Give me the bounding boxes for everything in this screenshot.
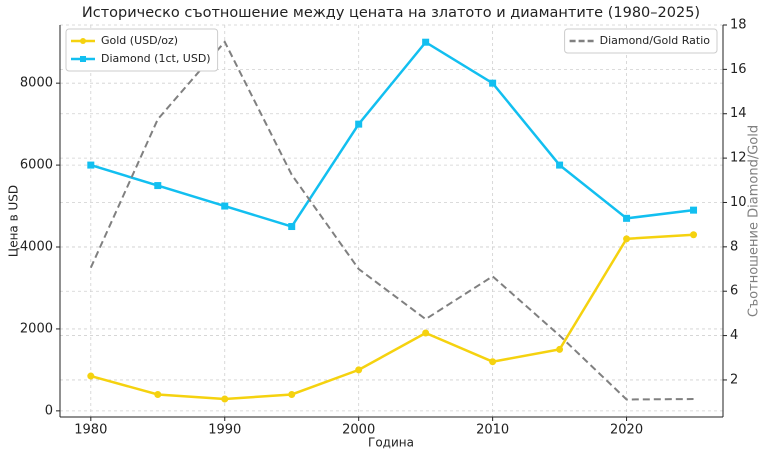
marker (623, 214, 631, 222)
y2-tick-label: 6 (730, 284, 738, 299)
y2-tick-label: 14 (730, 106, 747, 121)
y2-tick-label: 2 (730, 372, 738, 387)
marker (623, 235, 631, 243)
legend: Gold (USD/oz) Diamond (1ct, USD) (65, 28, 219, 72)
y2-tick-label: 18 (730, 18, 747, 33)
marker (422, 329, 430, 337)
y-tick-label: 0 (45, 403, 53, 418)
series-line (90, 233, 694, 401)
marker (690, 206, 698, 214)
marker (556, 345, 564, 353)
y-tick-label: 4000 (20, 240, 53, 255)
x-tick-label: 2000 (342, 423, 375, 438)
legend-marker (80, 38, 86, 44)
legend-box (564, 28, 718, 54)
y2-tick-label: 10 (730, 195, 747, 210)
y-tick-label: 6000 (20, 158, 53, 173)
marker (690, 231, 698, 239)
y2-tick-label: 12 (730, 151, 747, 166)
legend: Diamond/Gold Ratio (564, 28, 718, 54)
legend-label: Diamond (1ct, USD) (101, 52, 211, 65)
y2-tick-label: 8 (730, 239, 738, 254)
legend-label: Diamond/Gold Ratio (600, 34, 711, 47)
marker (87, 372, 95, 380)
x-tick-label: 1990 (208, 423, 241, 438)
marker (556, 161, 564, 169)
chart-title: Историческо съотношение между цената на … (82, 5, 700, 21)
marker (288, 390, 296, 398)
x-tick-label: 2020 (610, 423, 643, 438)
x-tick-label: 2010 (476, 423, 509, 438)
marker (422, 38, 430, 46)
legend-box (65, 28, 219, 72)
marker (489, 79, 497, 87)
marker (154, 390, 162, 398)
y2-axis-label: Съотношение Diamond/Gold (747, 125, 762, 317)
y2-tick-label: 16 (730, 62, 747, 77)
marker (154, 182, 162, 190)
x-axis-label: Година (368, 436, 414, 450)
series-line (90, 40, 694, 228)
legend-label: Gold (USD/oz) (101, 34, 178, 47)
marker (355, 366, 363, 374)
x-tick-label: 1980 (74, 423, 107, 438)
marker (221, 395, 229, 403)
y-axis-label: Цена в USD (7, 185, 21, 257)
y-tick-label: 8000 (20, 76, 53, 91)
marker (355, 120, 363, 128)
marker (87, 161, 95, 169)
legend-marker (80, 56, 86, 62)
marker (288, 223, 296, 231)
marker (489, 358, 497, 366)
marker (221, 202, 229, 210)
series-line (89, 40, 694, 401)
y2-tick-label: 4 (730, 328, 738, 343)
y-tick-label: 2000 (20, 321, 53, 336)
